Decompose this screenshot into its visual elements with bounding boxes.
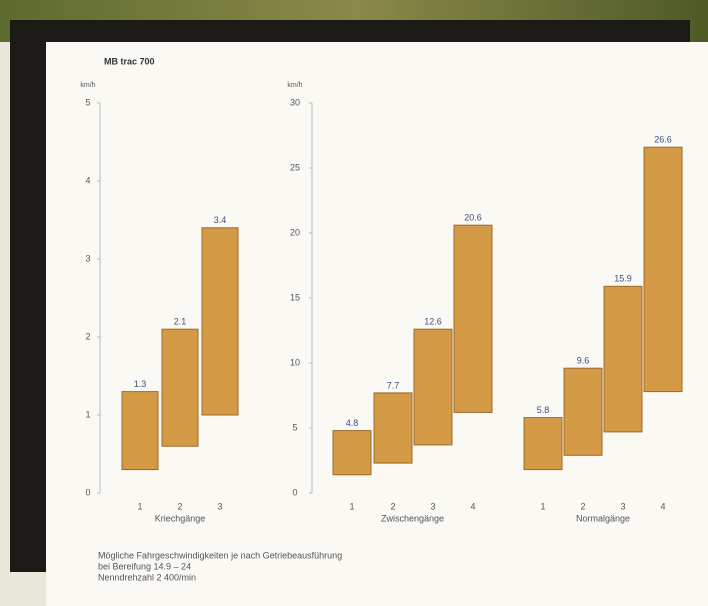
y-tick-label: 3	[85, 253, 90, 263]
value-label: 9.6	[577, 356, 590, 366]
group-label: Kriechgänge	[155, 513, 206, 523]
y-tick-label: 20	[290, 227, 300, 237]
value-label: 12.6	[424, 317, 442, 327]
footnote: bei Bereifung 14.9 – 24	[98, 561, 191, 571]
y-tick-label: 10	[290, 357, 300, 367]
x-tick-label: 2	[580, 501, 585, 511]
bar	[643, 146, 683, 393]
value-label: 15.9	[614, 274, 632, 284]
value-label: 26.6	[654, 135, 672, 145]
x-tick-label: 2	[390, 501, 395, 511]
dark-band	[10, 20, 690, 42]
x-tick-label: 4	[470, 501, 475, 511]
y-axis-unit: km/h	[287, 82, 302, 89]
y-tick-label: 0	[85, 487, 90, 497]
y-tick-label: 5	[292, 422, 297, 432]
x-tick-label: 4	[660, 501, 665, 511]
x-tick-label: 3	[217, 501, 222, 511]
y-tick-label: 5	[85, 97, 90, 107]
bar	[161, 328, 199, 447]
x-tick-label: 1	[349, 501, 354, 511]
y-tick-label: 30	[290, 97, 300, 107]
y-axis-unit: km/h	[80, 82, 95, 89]
y-tick-label: 0	[292, 487, 297, 497]
bar	[413, 328, 453, 446]
footnote: Nenndrehzahl 2 400/min	[98, 572, 196, 582]
bar	[201, 227, 239, 416]
bar	[121, 391, 159, 471]
y-tick-label: 25	[290, 162, 300, 172]
footnote: Mögliche Fahrgeschwindigkeiten je nach G…	[98, 550, 342, 560]
value-label: 20.6	[464, 213, 482, 223]
value-label: 4.8	[346, 418, 359, 428]
bar	[563, 367, 603, 456]
value-label: 7.7	[387, 380, 400, 390]
card	[46, 42, 708, 606]
value-label: 2.1	[174, 317, 187, 327]
bar	[603, 285, 643, 433]
y-tick-label: 2	[85, 331, 90, 341]
dark-frame	[10, 20, 46, 572]
x-tick-label: 2	[177, 501, 182, 511]
value-label: 5.8	[537, 405, 550, 415]
bar	[453, 224, 493, 413]
bar	[332, 430, 372, 476]
y-tick-label: 1	[85, 409, 90, 419]
y-tick-label: 4	[85, 175, 90, 185]
x-tick-label: 3	[620, 501, 625, 511]
bar	[523, 417, 563, 471]
group-label: Normalgänge	[576, 513, 630, 523]
x-tick-label: 1	[137, 501, 142, 511]
x-tick-label: 1	[540, 501, 545, 511]
group-label: Zwischengänge	[381, 513, 444, 523]
chart-title: MB trac 700	[104, 56, 155, 66]
value-label: 3.4	[214, 215, 227, 225]
x-tick-label: 3	[430, 501, 435, 511]
bar	[373, 392, 413, 464]
y-tick-label: 15	[290, 292, 300, 302]
value-label: 1.3	[134, 379, 147, 389]
